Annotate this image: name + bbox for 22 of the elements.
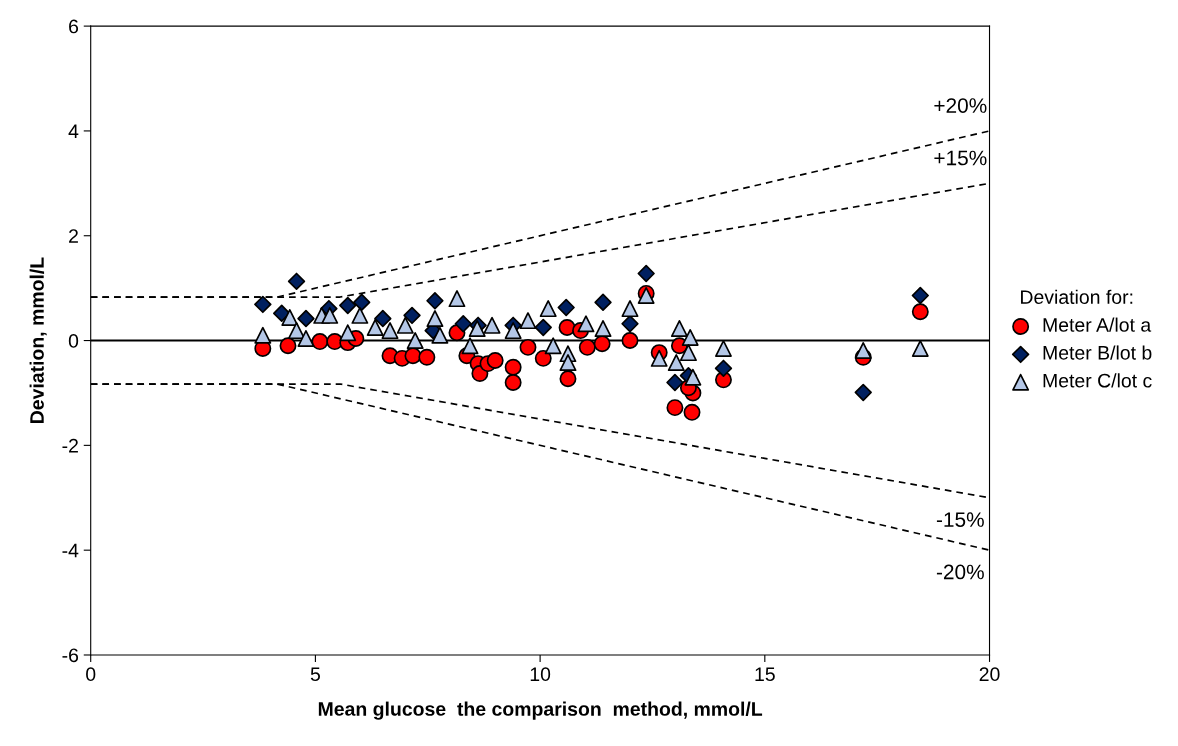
y-tick-label: 0 [68,334,79,348]
x-tick-label: 0 [86,667,96,682]
x-tick-label: 5 [310,667,320,682]
legend-title: Deviation for: [1021,289,1133,304]
annotation: +20% [934,98,987,113]
y-tick-label: -4 [62,543,79,558]
y-tick-label: 2 [69,229,78,243]
annotation: -20% [936,564,984,580]
y-tick-label: 6 [69,19,79,34]
x-tick-label: 10 [530,667,551,682]
annotation: +15% [934,150,987,166]
annotation: -15% [936,512,984,527]
legend-label: Meter C/lot c [1043,373,1152,388]
x-tick-label: 15 [755,667,775,682]
y-axis-title: Deviation, mmol/L [29,257,47,423]
y-tick-label: 4 [68,124,79,138]
legend-label: Meter B/lot b [1043,345,1152,360]
legend-label: Meter A/lot a [1043,317,1152,332]
x-tick-label: 20 [979,667,1000,682]
y-tick-label: -2 [62,438,78,453]
y-tick-label: -6 [62,648,79,663]
x-axis-title: Mean glucose the comparison method, mmol/L [318,701,763,720]
